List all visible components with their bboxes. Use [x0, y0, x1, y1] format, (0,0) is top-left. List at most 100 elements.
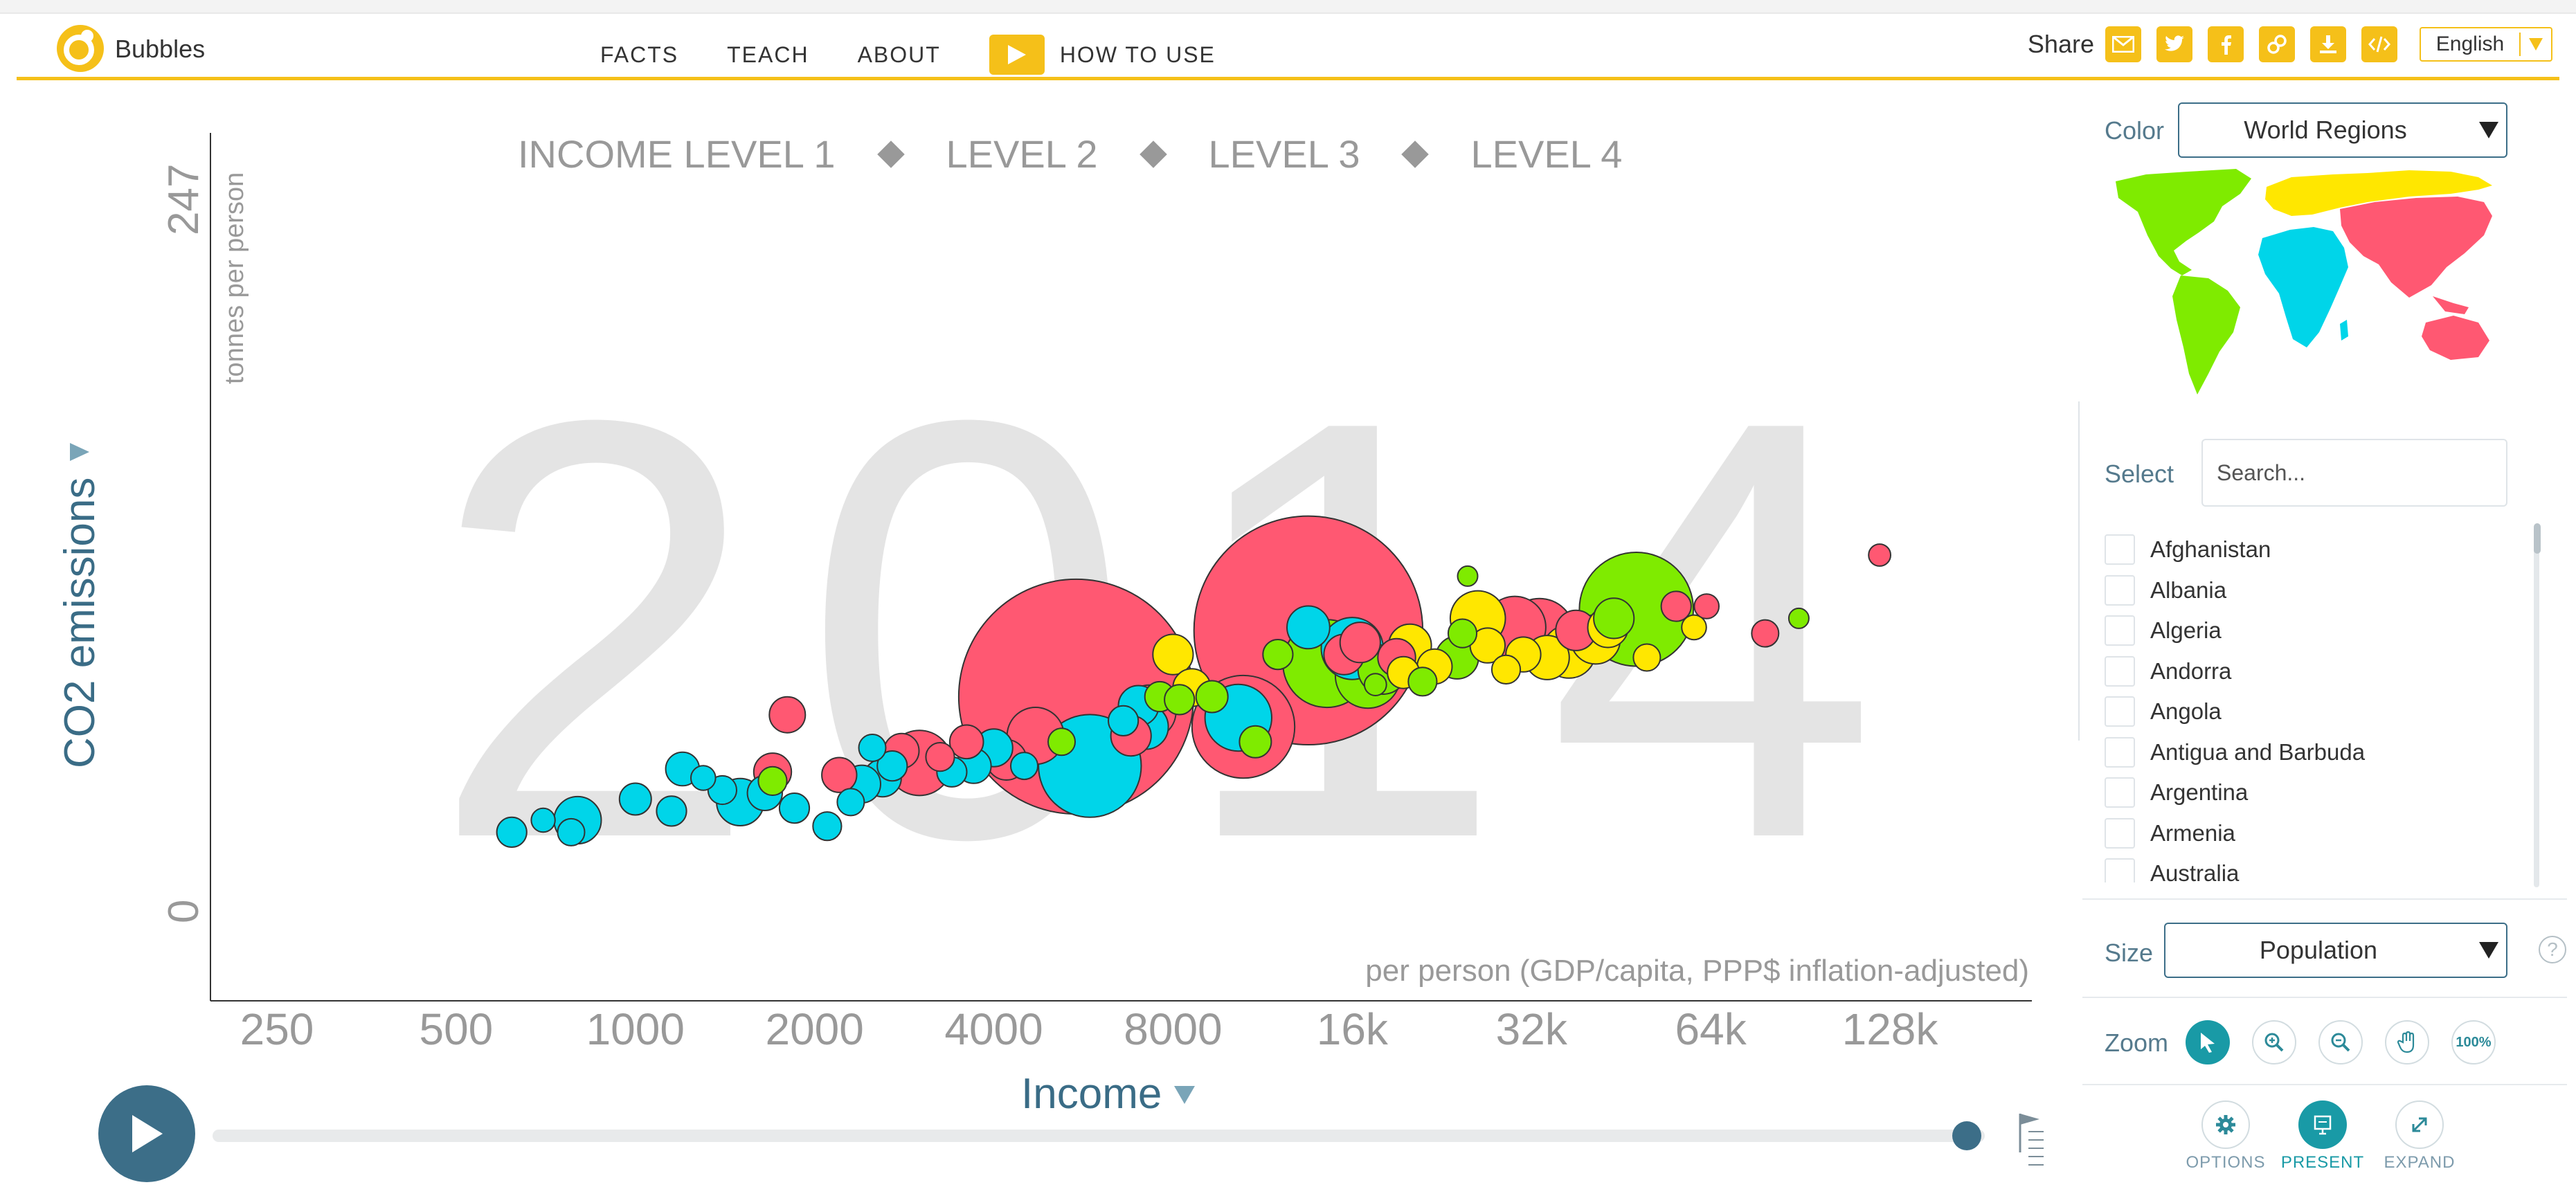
- country-list-scrollbar[interactable]: [2534, 527, 2539, 887]
- country-bubble-africa[interactable]: [690, 765, 717, 791]
- country-bubble-americas[interactable]: [1447, 618, 1478, 649]
- country-bubble-americas[interactable]: [1363, 673, 1387, 696]
- gapminder-logo-icon[interactable]: [55, 24, 105, 73]
- x-tick-label: 1000: [586, 1004, 685, 1054]
- country-bubble-europe[interactable]: [1490, 654, 1522, 685]
- bubble-chart[interactable]: [0, 83, 2049, 1004]
- country-bubble-europe[interactable]: [1632, 643, 1661, 672]
- zoom-in-button[interactable]: [2252, 1020, 2296, 1064]
- country-list-item[interactable]: Algeria: [2105, 610, 2520, 651]
- country-bubble-asia[interactable]: [1868, 543, 1892, 567]
- country-bubble-asia[interactable]: [768, 696, 807, 734]
- present-label: PRESENT: [2280, 1153, 2365, 1172]
- country-bubble-americas[interactable]: [1164, 684, 1196, 716]
- country-bubble-europe[interactable]: [1152, 633, 1194, 676]
- country-checkbox[interactable]: [2105, 655, 2135, 687]
- country-checkbox[interactable]: [2105, 696, 2135, 727]
- country-bubble-africa[interactable]: [656, 795, 687, 827]
- country-bubble-asia[interactable]: [1660, 590, 1692, 622]
- country-bubble-europe[interactable]: [1681, 614, 1707, 641]
- country-bubble-africa[interactable]: [530, 807, 556, 833]
- country-checkbox[interactable]: [2105, 534, 2135, 565]
- country-bubble-americas[interactable]: [1239, 725, 1272, 759]
- country-bubble-americas[interactable]: [1457, 565, 1479, 587]
- country-list-item[interactable]: Albania: [2105, 570, 2520, 611]
- nav-teach[interactable]: TEACH: [727, 42, 809, 67]
- country-list-item[interactable]: Argentina: [2105, 772, 2520, 813]
- embed-code-icon[interactable]: [2361, 26, 2397, 62]
- present-button[interactable]: [2298, 1100, 2347, 1149]
- country-checkbox[interactable]: [2105, 817, 2135, 849]
- country-list-item[interactable]: Angola: [2105, 691, 2520, 732]
- link-icon[interactable]: [2259, 26, 2295, 62]
- facebook-icon[interactable]: [2208, 26, 2244, 62]
- country-list-item[interactable]: Armenia: [2105, 813, 2520, 854]
- country-list-item[interactable]: Antigua and Barbuda: [2105, 732, 2520, 773]
- download-icon[interactable]: [2310, 26, 2346, 62]
- email-share-icon[interactable]: [2105, 26, 2141, 62]
- main-nav: FACTS TEACH ABOUT HOW TO USE: [600, 35, 1216, 75]
- country-bubble-asia[interactable]: [925, 742, 955, 772]
- country-list-item[interactable]: Andorra: [2105, 651, 2520, 692]
- country-bubble-americas[interactable]: [1787, 607, 1810, 629]
- expand-label: EXPAND: [2384, 1153, 2456, 1172]
- country-bubble-asia[interactable]: [1751, 619, 1780, 648]
- timeline-end-marker-icon[interactable]: [2015, 1111, 2049, 1173]
- play-button[interactable]: [98, 1085, 195, 1182]
- zoom-reset-button[interactable]: 100%: [2451, 1020, 2496, 1064]
- country-bubble-asia[interactable]: [948, 724, 984, 760]
- y-axis-label[interactable]: CO2 emissions: [55, 442, 105, 768]
- country-bubble-americas[interactable]: [1407, 667, 1438, 697]
- country-checkbox[interactable]: [2105, 615, 2135, 646]
- country-bubble-africa[interactable]: [836, 788, 865, 817]
- world-regions-map[interactable]: [2105, 166, 2506, 401]
- x-axis-label[interactable]: Income: [1021, 1069, 1196, 1118]
- country-bubble-africa[interactable]: [1108, 705, 1140, 737]
- country-bubble-asia[interactable]: [1339, 622, 1381, 664]
- country-bubble-africa[interactable]: [1286, 605, 1331, 650]
- country-search-input[interactable]: [2201, 439, 2507, 507]
- country-bubble-africa[interactable]: [557, 817, 586, 846]
- country-bubble-africa[interactable]: [1010, 752, 1038, 781]
- pan-button[interactable]: [2385, 1020, 2429, 1064]
- nav-about[interactable]: ABOUT: [857, 42, 941, 67]
- country-checkbox[interactable]: [2105, 777, 2135, 808]
- country-name: Andorra: [2150, 658, 2232, 684]
- country-checkbox[interactable]: [2105, 574, 2135, 606]
- color-dropdown[interactable]: World Regions: [2178, 102, 2507, 158]
- country-bubble-americas[interactable]: [1593, 597, 1635, 640]
- nav-facts[interactable]: FACTS: [600, 42, 679, 67]
- country-bubble-americas[interactable]: [1195, 680, 1229, 714]
- country-bubble-africa[interactable]: [496, 816, 528, 849]
- expand-button[interactable]: [2395, 1100, 2444, 1149]
- country-bubble-asia[interactable]: [821, 756, 858, 793]
- country-bubble-americas[interactable]: [1262, 639, 1294, 671]
- timeline-handle[interactable]: [1952, 1121, 1982, 1150]
- country-list-scroll-thumb[interactable]: [2534, 523, 2541, 554]
- map-region-americas-south: [2172, 275, 2240, 395]
- x-tick-label: 4000: [944, 1004, 1043, 1054]
- country-bubble-africa[interactable]: [812, 811, 843, 842]
- timeline-track[interactable]: [213, 1130, 1985, 1142]
- country-checkbox[interactable]: [2105, 736, 2135, 768]
- country-bubble-africa[interactable]: [876, 750, 908, 782]
- options-button[interactable]: [2201, 1100, 2250, 1149]
- country-bubble-americas[interactable]: [1047, 727, 1076, 756]
- country-list-item[interactable]: Australia: [2105, 853, 2520, 882]
- country-bubble-africa[interactable]: [858, 734, 887, 762]
- country-bubble-asia[interactable]: [1693, 593, 1720, 619]
- size-dropdown[interactable]: Population: [2164, 923, 2507, 978]
- language-select[interactable]: English: [2420, 27, 2552, 62]
- country-checkbox[interactable]: [2105, 858, 2135, 882]
- header-bar: Bubbles FACTS TEACH ABOUT HOW TO USE Sha…: [17, 14, 2559, 80]
- country-bubble-africa[interactable]: [778, 792, 811, 824]
- country-bubble-americas[interactable]: [757, 765, 788, 797]
- zoom-out-button[interactable]: [2318, 1020, 2363, 1064]
- app-title[interactable]: Bubbles: [115, 35, 206, 63]
- country-bubble-africa[interactable]: [618, 782, 652, 816]
- help-icon[interactable]: ?: [2539, 936, 2566, 963]
- pointer-mode-button[interactable]: [2186, 1020, 2230, 1064]
- how-to-use-link[interactable]: HOW TO USE: [989, 35, 1216, 75]
- country-list-item[interactable]: Afghanistan: [2105, 529, 2520, 570]
- twitter-icon[interactable]: [2156, 26, 2192, 62]
